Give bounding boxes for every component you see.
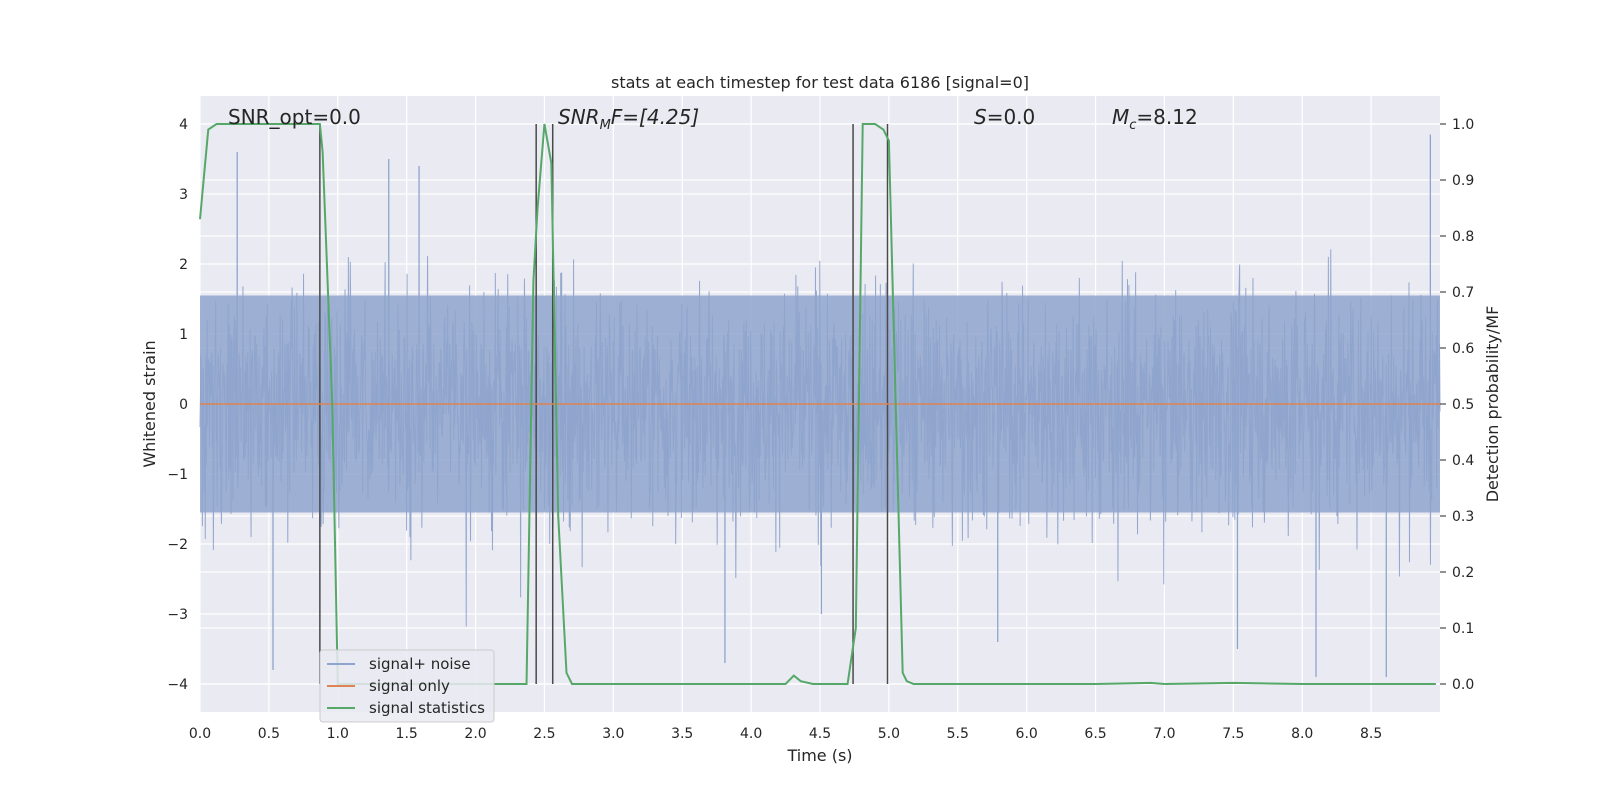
y-right-tick-label: 0.0 <box>1452 677 1474 693</box>
x-tick-label: 7.5 <box>1222 726 1244 742</box>
y-tick-label: 4 <box>179 117 188 133</box>
y-tick-label: 0 <box>179 397 188 413</box>
y-tick-label: 3 <box>179 187 188 203</box>
y-tick-label: −3 <box>167 607 188 623</box>
signal-statistics-line <box>199 123 1436 686</box>
x-axis-label: Time (s) <box>786 746 852 765</box>
y-right-tick-label: 0.2 <box>1452 565 1474 581</box>
y-tick-label: 1 <box>179 327 188 343</box>
x-tick-label: 7.0 <box>1153 726 1175 742</box>
legend-box <box>319 649 495 723</box>
y-right-tick-label: 0.1 <box>1452 621 1474 637</box>
x-tick-label: 3.5 <box>671 726 693 742</box>
x-tick-label: 1.0 <box>327 726 349 742</box>
y-right-tick-label: 0.5 <box>1452 397 1474 413</box>
snr-mf-sub: M <box>600 118 611 133</box>
y-right-tick-label: 0.6 <box>1452 341 1474 357</box>
legend-label-noise: signal+ noise <box>369 655 471 673</box>
y-right-tick-label: 0.8 <box>1452 229 1474 245</box>
snr-mf-tail: F=[4.25] <box>611 105 699 129</box>
ticks: 0.0 0.5 1.0 1.5 2.0 2.5 3.0 3.5 4.0 4.5 5.0 5.5 6.0 6… <box>167 117 1474 742</box>
s-annotation: S=0.0 <box>974 105 1035 129</box>
y-axis-label: Whitened strain <box>140 340 159 467</box>
x-tick-label: 5.0 <box>878 726 900 742</box>
x-tick-label: 3.0 <box>602 726 624 742</box>
x-tick-label: 0.0 <box>189 726 211 742</box>
y-right-tick-label: 0.7 <box>1452 285 1474 301</box>
y-right-tick-label: 0.4 <box>1452 453 1474 469</box>
y-tick-label: 2 <box>179 257 188 273</box>
y-tick-label: −2 <box>167 537 188 553</box>
x-tick-label: 1.5 <box>396 726 418 742</box>
x-tick-label: 4.5 <box>809 726 831 742</box>
y-right-tick-label: 0.9 <box>1452 173 1474 189</box>
x-tick-label: 6.5 <box>1084 726 1106 742</box>
x-tick-label: 8.5 <box>1360 726 1382 742</box>
mc-label: M <box>1112 105 1129 129</box>
mc-value: =8.12 <box>1136 105 1197 129</box>
chart-title: stats at each timestep for test data 618… <box>611 73 1029 92</box>
mc-annotation: Mc=8.12 <box>1112 105 1198 133</box>
snr-mf-main: SNR <box>558 105 600 129</box>
y-right-axis-label: Detection probability/MF <box>1483 306 1502 503</box>
s-value: =0.0 <box>987 105 1036 129</box>
snr-opt-annotation: SNR_opt=0.0 <box>228 105 361 129</box>
signal-statistics-series <box>199 123 1436 686</box>
legend: signal+ noise signal only signal statist… <box>319 649 495 723</box>
x-tick-label: 2.5 <box>533 726 555 742</box>
s-label: S <box>974 105 987 129</box>
x-tick-label: 6.0 <box>1016 726 1038 742</box>
y-right-tick-label: 0.3 <box>1452 509 1474 525</box>
legend-label-signal: signal only <box>369 677 450 695</box>
legend-label-stats: signal statistics <box>369 699 485 717</box>
x-tick-label: 4.0 <box>740 726 762 742</box>
x-tick-label: 0.5 <box>258 726 280 742</box>
x-tick-label: 5.5 <box>947 726 969 742</box>
y-tick-label: −1 <box>167 467 188 483</box>
y-right-tick-label: 1.0 <box>1452 117 1474 133</box>
mc-sub: c <box>1129 118 1136 133</box>
x-tick-label: 2.0 <box>464 726 486 742</box>
y-tick-label: −4 <box>167 677 188 693</box>
snr-mf-annotation: SNRMF=[4.25] <box>558 105 699 133</box>
x-tick-label: 8.0 <box>1291 726 1313 742</box>
